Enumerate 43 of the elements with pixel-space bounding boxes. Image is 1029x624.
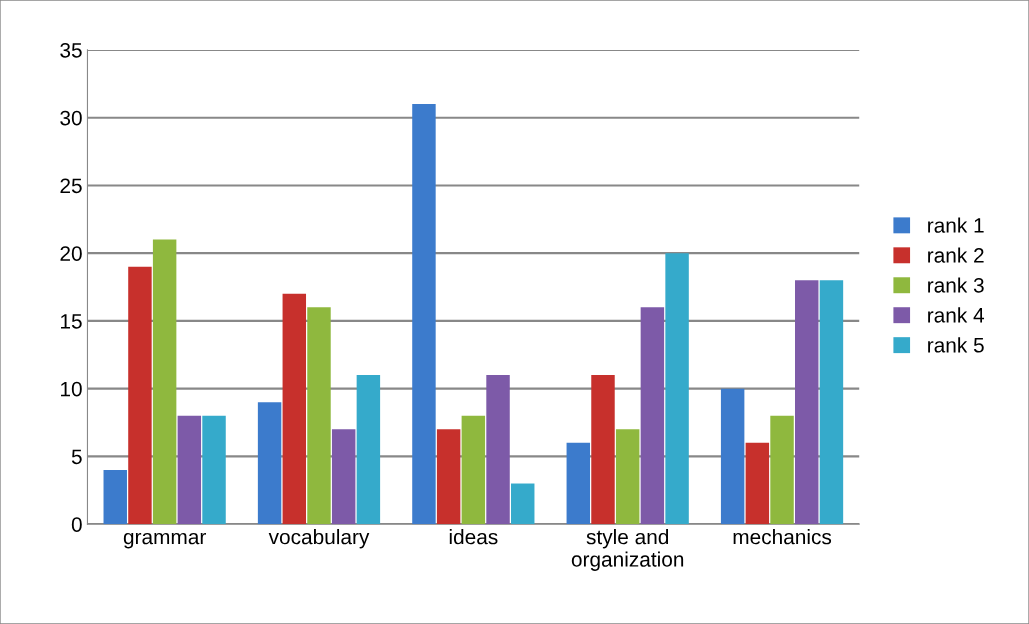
legend-label: rank 1	[928, 217, 984, 233]
x-tick-label: mechanics	[733, 529, 832, 545]
y-tick-label: 10	[61, 381, 82, 397]
bar	[591, 375, 615, 525]
legend-label: rank 4	[928, 307, 985, 323]
bar	[202, 415, 226, 525]
bar	[177, 415, 202, 525]
bar	[436, 429, 461, 525]
y-tick-label: 35	[60, 42, 82, 58]
legend-label: rank 3	[928, 277, 984, 293]
bar	[257, 402, 282, 525]
x-tick-label: grammar	[123, 532, 206, 549]
bar	[745, 442, 770, 525]
bar	[770, 415, 794, 525]
bar	[720, 388, 745, 525]
bar	[486, 375, 510, 525]
y-tick-label: 15	[61, 314, 82, 329]
bar	[356, 375, 381, 525]
y-tick-label: 30	[60, 110, 82, 126]
bar	[152, 239, 177, 525]
y-tick-label: 5	[71, 449, 82, 465]
x-tick-label: ideas	[449, 529, 498, 545]
bar	[412, 104, 436, 525]
y-tick-label: 25	[60, 178, 82, 194]
y-tick-label: 20	[60, 246, 82, 261]
bar	[511, 483, 535, 525]
bar	[103, 469, 127, 525]
bar	[331, 429, 356, 525]
bar	[461, 415, 486, 525]
legend-label: rank 2	[928, 247, 984, 263]
x-tick-label: style and organization	[571, 529, 684, 571]
x-tick-label: vocabulary	[268, 529, 370, 549]
bar	[128, 266, 152, 525]
bar	[566, 442, 591, 525]
legend-label: rank 5	[928, 337, 984, 353]
bar	[282, 293, 307, 525]
bar	[665, 253, 689, 525]
bar	[795, 280, 819, 525]
bar	[640, 307, 665, 525]
bar	[307, 307, 331, 525]
bar	[615, 429, 640, 525]
bar	[819, 280, 844, 525]
y-tick-label: 0	[71, 517, 82, 532]
